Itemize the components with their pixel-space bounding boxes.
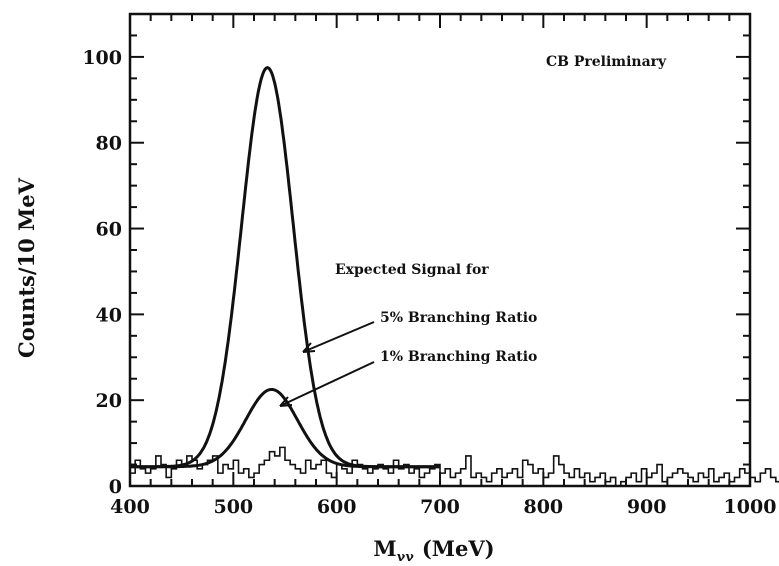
y-tick-label: 40 xyxy=(96,304,122,326)
x-axis-title: Mγγ (MeV) xyxy=(373,536,494,561)
annotation-expected-signal: Expected Signal for xyxy=(335,262,489,278)
x-axis-title-unit: (MeV) xyxy=(422,536,495,561)
x-tick-label: 900 xyxy=(627,496,667,518)
arrow-1pct xyxy=(279,361,375,407)
annotation-preliminary: CB Preliminary xyxy=(546,54,667,70)
data-histogram xyxy=(129,446,779,487)
x-tick-label: 1000 xyxy=(724,496,777,518)
y-tick-label: 100 xyxy=(82,47,122,69)
y-tick-label: 60 xyxy=(96,219,122,241)
annotation-1pct-branching: 1% Branching Ratio xyxy=(380,349,537,365)
arrowhead-1pct xyxy=(279,396,293,407)
x-tick-label: 500 xyxy=(213,496,253,518)
x-tick-label: 600 xyxy=(317,496,357,518)
y-tick-label: 0 xyxy=(109,476,122,498)
x-tick-label: 800 xyxy=(523,496,563,518)
y-tick-label: 20 xyxy=(96,390,122,412)
plot-area: 400 500 600 700 800 900 1000 0 20 40 60 80 100 xyxy=(82,12,779,518)
x-tick-label: 700 xyxy=(420,496,460,518)
plot-frame xyxy=(128,12,752,488)
x-axis-title-symbol: M xyxy=(373,536,396,561)
y-axis-title: Counts/10 MeV xyxy=(14,177,39,358)
y-tick-label: 80 xyxy=(96,133,122,155)
x-tick-label: 400 xyxy=(110,496,150,518)
arrowhead-5pct xyxy=(302,342,316,353)
arrow-5pct xyxy=(302,321,375,353)
x-axis-title-subscript: γγ xyxy=(397,550,415,561)
annotation-5pct-branching: 5% Branching Ratio xyxy=(380,310,537,326)
